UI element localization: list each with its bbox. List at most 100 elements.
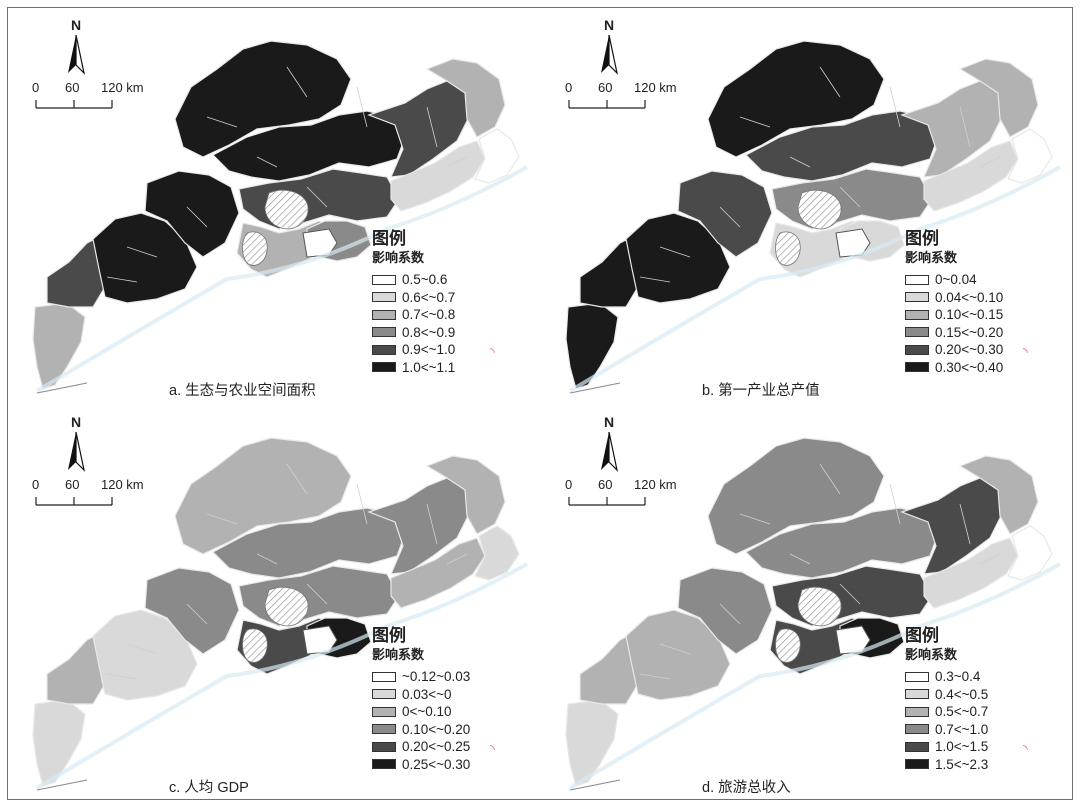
legend-item-label: 0.8<~0.9 [402, 324, 456, 340]
legend-item-label: 0.5~0.6 [402, 272, 448, 288]
scale-label-0: 0 [565, 80, 573, 95]
coastline-water [35, 165, 528, 393]
legend-item-label: 0.6<~0.7 [402, 289, 456, 305]
map-region-southwest [625, 609, 731, 701]
panel-caption: d. 旅游总收入 [702, 780, 791, 796]
legend-item-label: 0.9<~1.0 [402, 342, 456, 358]
map-region-north [174, 40, 352, 158]
coast-line [569, 382, 621, 394]
legend-item: 0.04<~0.10 [905, 289, 1075, 307]
legend-item-label: 1.5<~2.3 [935, 756, 989, 772]
legend-subtitle: 影响系数 [372, 250, 425, 265]
legend-item: 0.7<~0.8 [372, 306, 542, 324]
map-panel-c: N 0 60 120 km 图例 影响系数 ~0.12~0.03 0.03<~0 0<~0.10… [7, 404, 540, 800]
legend-item: 0.10<~0.15 [905, 306, 1075, 324]
legend-subtitle: 影响系数 [372, 647, 425, 662]
legend-item-label: 1.0<~1.5 [935, 739, 989, 755]
legend-swatch [372, 706, 396, 717]
legend-item: 1.0<~1.5 [905, 738, 1075, 756]
legend-item-label: 0.4<~0.5 [935, 686, 989, 702]
legend-item: 0.8<~0.9 [372, 324, 542, 342]
legend-subtitle: 影响系数 [905, 250, 958, 265]
north-arrow-icon [601, 432, 619, 472]
blank-unit [835, 625, 871, 655]
internal-boundaries [639, 463, 1001, 680]
north-label: N [603, 414, 615, 430]
legend-swatch [905, 689, 929, 700]
blank-unit [835, 228, 871, 258]
hatched-unit [797, 586, 842, 627]
scale-bar-ticks [35, 497, 113, 506]
legend-swatch [372, 344, 396, 355]
map-region-east-coast [390, 140, 486, 212]
map-region-northeast [958, 455, 1039, 535]
legend-item: 0.25<~0.30 [372, 756, 542, 774]
legend: 图例 影响系数 0~0.04 0.04<~0.10 0.10<~0.15 0.15<~0.… [905, 229, 1075, 376]
north-arrow-icon [68, 35, 86, 75]
legend-swatch [905, 309, 929, 320]
map-panel-d: N 0 60 120 km 图例 影响系数 0.3~0.4 0.4<~0.5 0.5<~0.7 0… [540, 404, 1073, 800]
map-region-central-west [677, 170, 773, 258]
legend-swatch [905, 362, 929, 373]
north-label: N [603, 17, 615, 33]
legend-item: 0.15<~0.20 [905, 324, 1075, 342]
north-arrow: N [61, 414, 91, 472]
scale-label-0: 0 [565, 477, 573, 492]
hatched-unit-west [775, 628, 801, 663]
map-region-southwest [625, 212, 731, 304]
legend-swatch [905, 274, 929, 285]
legend-swatch [372, 689, 396, 700]
scale-label-120: 120 km [101, 477, 144, 492]
panel-caption: c. 人均 GDP [169, 780, 249, 796]
scale-label-60: 60 [598, 80, 613, 95]
legend-item-label: 0.30<~0.40 [935, 359, 1004, 375]
legend-swatch [905, 741, 929, 752]
coast-line [36, 779, 88, 791]
legend-swatch [372, 274, 396, 285]
hatched-unit [264, 189, 309, 230]
internal-boundaries [106, 463, 468, 680]
scale-bar: 0 60 120 km [32, 477, 160, 517]
legend-item-label: 0.20<~0.25 [402, 739, 471, 755]
map-region-east-central [900, 80, 1003, 178]
map-panel-a: N 0 60 120 km 图例 影响系数 0.5~0.6 0.6<~0.7 0.7<~0.8 0… [7, 7, 540, 403]
map-region-north [707, 40, 885, 158]
scale-bar: 0 60 120 km [32, 80, 160, 120]
legend-swatch [905, 344, 929, 355]
north-label: N [70, 414, 82, 430]
legend-item: 0.3~0.4 [905, 668, 1075, 686]
legend: 图例 影响系数 0.5~0.6 0.6<~0.7 0.7<~0.8 0.8<~0.9 0.9… [372, 229, 542, 376]
map-region-north [174, 437, 352, 555]
legend-item-label: 0.20<~0.30 [935, 342, 1004, 358]
panel-caption: a. 生态与农业空间面积 [169, 383, 316, 399]
legend-swatch [905, 724, 929, 735]
north-arrow-icon [601, 35, 619, 75]
map-region-southwest [92, 609, 198, 701]
legend-item-label: 0.25<~0.30 [402, 756, 471, 772]
north-arrow: N [594, 17, 624, 75]
map-region-north-central [212, 110, 406, 182]
hatched-unit [797, 189, 842, 230]
internal-boundaries [106, 66, 468, 283]
legend-item-label: 0.10<~0.20 [402, 721, 471, 737]
legend-item-label: 0~0.04 [935, 272, 977, 288]
hatched-unit-west [775, 231, 801, 266]
north-label: N [70, 17, 82, 33]
legend-item-label: ~0.12~0.03 [402, 669, 471, 685]
coast-line [569, 779, 621, 791]
legend-swatch [372, 759, 396, 770]
scale-label-0: 0 [32, 80, 40, 95]
legend-item: 0~0.04 [905, 271, 1075, 289]
panel-caption: b. 第一产业总产值 [702, 383, 820, 399]
scale-label-60: 60 [598, 477, 613, 492]
legend-item-label: 0.7<~1.0 [935, 721, 989, 737]
map-region-east-coast [923, 140, 1019, 212]
legend-swatch [372, 327, 396, 338]
scale-label-120: 120 km [634, 477, 677, 492]
legend-swatch [372, 724, 396, 735]
legend-item: 0.6<~0.7 [372, 289, 542, 307]
coastline-water [568, 562, 1061, 790]
legend-item-label: 0.5<~0.7 [935, 704, 989, 720]
north-arrow-icon [68, 432, 86, 472]
legend-swatch [372, 671, 396, 682]
